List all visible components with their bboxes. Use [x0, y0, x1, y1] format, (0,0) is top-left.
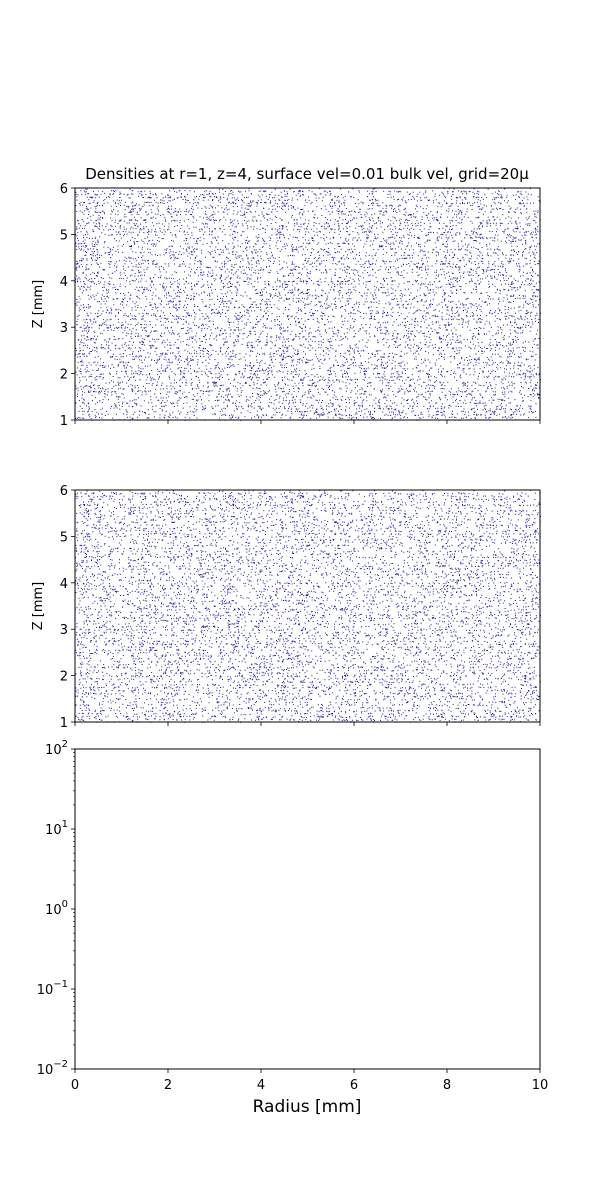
y-tick-label: 10: [37, 1063, 54, 1078]
y-tick-label: 1: [60, 716, 68, 731]
axes-frame-middle: [74, 489, 541, 723]
panel-top-scatter: 1 2 3 4 5 6 Z [mm]: [31, 182, 541, 429]
y-tick-label: 5: [60, 530, 68, 545]
y-tick-label: 3: [60, 623, 68, 638]
y-tick-label: 5: [60, 228, 68, 243]
scatter-points-top: [75, 188, 541, 421]
scatter-points-middle: [75, 490, 541, 723]
y-tick-label: 10: [45, 903, 62, 918]
axes-frame-top: [74, 187, 541, 421]
y-axis-label-top: Z [mm]: [31, 280, 46, 329]
y-tick-label: 3: [60, 321, 68, 336]
x-tick-label: 8: [443, 1078, 451, 1093]
y-tick-label: 4: [60, 577, 68, 592]
y-ticks-middle: 1 2 3 4 5 6: [60, 484, 75, 731]
x-tick-label: 2: [164, 1078, 172, 1093]
y-tick-exponent: 0: [62, 899, 68, 910]
scatter-point-cloud: [75, 490, 541, 723]
x-ticks-middle: [74, 722, 541, 726]
y-tick-label: 10: [45, 743, 62, 758]
y-tick-label: 2: [60, 670, 68, 685]
x-ticks-bottom: 0 2 4 6 8 10: [71, 1069, 548, 1093]
y-axis-label-middle: Z [mm]: [31, 582, 46, 631]
y-tick-label: 4: [60, 275, 68, 290]
y-tick-label: 10: [37, 983, 54, 998]
panel-middle-scatter: 1 2 3 4 5 6 Z [mm]: [31, 484, 541, 731]
y-tick-exponent: 1: [62, 819, 68, 830]
chart-title: Densities at r=1, z=4, surface vel=0.01 …: [85, 165, 529, 183]
y-ticks-top: 1 2 3 4 5 6: [60, 182, 75, 429]
x-tick-label: 0: [71, 1078, 79, 1093]
y-tick-exponent: 2: [62, 739, 68, 750]
scatter-point-cloud: [75, 188, 541, 421]
y-tick-exponent: −1: [53, 979, 68, 990]
x-ticks-top: [74, 420, 541, 424]
y-tick-exponent: −2: [53, 1059, 68, 1070]
x-tick-label: 10: [532, 1078, 549, 1093]
y-tick-label: 6: [60, 182, 68, 197]
x-axis-label: Radius [mm]: [253, 1097, 362, 1117]
y-tick-label: 1: [60, 414, 68, 429]
y-tick-label: 2: [60, 368, 68, 383]
y-tick-label: 10: [45, 823, 62, 838]
x-tick-label: 6: [350, 1078, 358, 1093]
x-tick-label: 4: [257, 1078, 265, 1093]
y-tick-label: 6: [60, 484, 68, 499]
